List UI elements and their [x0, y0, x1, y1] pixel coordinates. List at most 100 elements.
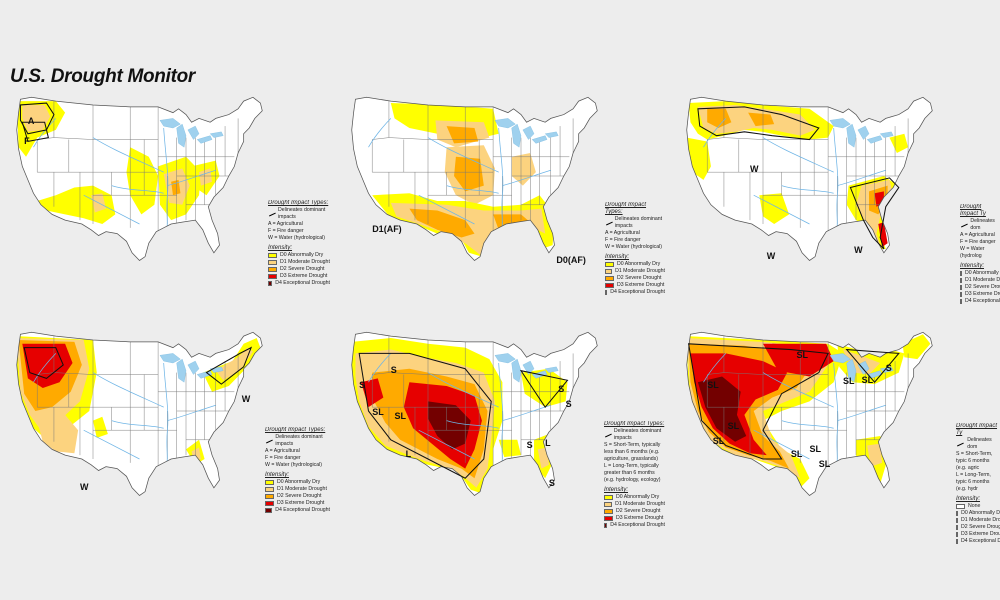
legend-impact-item: W = Water (hydrological)	[605, 244, 665, 251]
drought-area-d0	[52, 459, 69, 473]
legend-intensity-text: D4 Exceptional Drought	[610, 289, 665, 295]
legend-intensity-item: D1 Moderate Drought	[605, 268, 665, 275]
legend-intensity-text: D3 Extreme Drought	[617, 282, 665, 288]
legend-impact-text: F = Fire danger	[268, 228, 304, 234]
impact-delineation	[849, 177, 900, 250]
river	[762, 137, 834, 173]
drought-area-d2	[707, 108, 732, 128]
river	[33, 353, 57, 383]
legend-swatch	[604, 509, 613, 514]
legend-impact-text: A = Agricultural	[960, 232, 995, 238]
legend-swatch	[605, 276, 614, 281]
legend-intensity-item: D0 Abnormally Dry	[265, 479, 330, 486]
river	[83, 429, 140, 460]
impact-label: W	[79, 482, 89, 493]
impact-delineation	[519, 369, 569, 409]
legend-intensity-text: D0 Abnormally Dry	[277, 479, 321, 485]
legend-impact-item: W = Water (hydrological)	[265, 462, 330, 469]
legend-intensity-item: D4 Exceptional Dro	[960, 298, 1000, 305]
great-lake	[531, 135, 548, 144]
state-border	[706, 101, 764, 225]
river	[418, 429, 475, 460]
great-lake	[159, 118, 181, 129]
drought-map-panel-1: A F Drought Impact Types: Delineates domina…	[0, 80, 330, 350]
legend-intensity-text: D0 Abnormally D	[961, 510, 1000, 516]
legend-swatch	[268, 267, 277, 272]
legend-swatch	[956, 539, 958, 544]
river	[92, 137, 164, 173]
drought-area-d2	[446, 126, 479, 144]
impact-label: W	[749, 164, 759, 175]
legend-intensity-item: D3 Extreme Drought	[268, 273, 330, 280]
drought-area-d2	[454, 156, 484, 192]
river	[498, 127, 504, 234]
impact-label: S	[548, 478, 555, 489]
legend-impact-item: W = Water (hydrolog	[960, 246, 1000, 260]
river	[498, 362, 504, 469]
river	[33, 118, 57, 148]
impact-label: S	[885, 363, 892, 373]
legend-impact-text: A = Agricultural	[268, 221, 303, 227]
us-map	[351, 331, 598, 496]
great-lake	[829, 353, 851, 364]
impact-label: S	[390, 364, 397, 375]
legend-swatch	[604, 523, 608, 528]
great-lake	[494, 118, 516, 129]
map-legend: Drought Impact Types: Delineates dominant…	[268, 200, 330, 287]
river	[418, 194, 475, 225]
legend-impact-title: Drought Impact Types:	[268, 200, 329, 206]
great-lake	[159, 353, 181, 364]
legend-intensity-text: D4 Exceptional Dro	[965, 298, 1000, 304]
great-lake	[511, 358, 522, 383]
legend-impact-item: A = Agricultural	[265, 448, 330, 455]
page-title: U.S. Drought Monitor	[10, 66, 196, 87]
legend-intensity-text: D1 Moderate Drought	[277, 486, 327, 492]
legend-intensity-text: D0 Abnormally Dry	[280, 252, 324, 258]
delineation-line-icon	[268, 212, 275, 217]
legend-intensity-title: Intensity:	[960, 263, 985, 269]
state-border	[493, 372, 570, 460]
map-legend: Drought Impact Ty Delineates dom A = Agric…	[960, 204, 1000, 305]
legend-swatch	[604, 502, 613, 507]
river	[446, 185, 499, 194]
legend-intensity-text: D0 Abnormally Dry	[616, 494, 660, 500]
impact-delineation	[697, 106, 820, 141]
drought-area-d4	[428, 401, 471, 450]
river	[368, 353, 392, 383]
legend-swatch	[268, 274, 277, 279]
legend-impact-item: Delineates dominant impacts	[268, 207, 330, 221]
river	[167, 404, 216, 421]
legend-intensity-item: D1 Moderate Drought	[268, 259, 330, 266]
great-lake	[187, 125, 200, 140]
legend-swatch	[960, 299, 962, 304]
legend-impact-text: W = Water (hydrological)	[268, 235, 326, 241]
river	[427, 372, 499, 408]
legend-impact-item: F = Fire danger	[265, 455, 330, 462]
state-border	[158, 137, 235, 225]
legend-intensity-item: D0 Abnormally Dry	[605, 261, 665, 268]
impact-delineation	[21, 121, 49, 143]
great-lake	[196, 135, 213, 144]
drought-map-panel-4: W W Drought Impact Types: Delineates domina…	[0, 315, 330, 585]
impact-label: SL	[372, 407, 384, 418]
drought-area-d4	[697, 376, 747, 442]
legend-intensity-item: D4 Exceptional Drought	[268, 280, 330, 287]
river	[163, 362, 169, 469]
legend-intensity-title: Intensity:	[605, 254, 630, 260]
legend-intensity-item: D0 Abnormally Dry	[604, 494, 665, 501]
state-border	[186, 353, 239, 441]
legend-intensity-text: D1 Moderate Drought	[280, 259, 330, 265]
great-lake	[857, 360, 870, 375]
legend-intensity-text: D3 Extreme Drought	[616, 515, 664, 521]
state-border	[521, 353, 574, 441]
legend-swatch	[265, 494, 274, 499]
legend-intensity-item: D4 Exceptional Drought	[604, 522, 665, 529]
impact-label: SL	[790, 449, 803, 460]
legend-impact-item: F = Fire danger	[605, 237, 665, 244]
drought-area-d0	[498, 439, 521, 458]
great-lake	[209, 131, 224, 138]
legend-swatch	[265, 487, 274, 492]
drought-area-d2	[748, 112, 775, 127]
state-border	[371, 101, 429, 225]
legend-impact-item: L = Long-Term, typically greater than 6 …	[604, 463, 665, 484]
